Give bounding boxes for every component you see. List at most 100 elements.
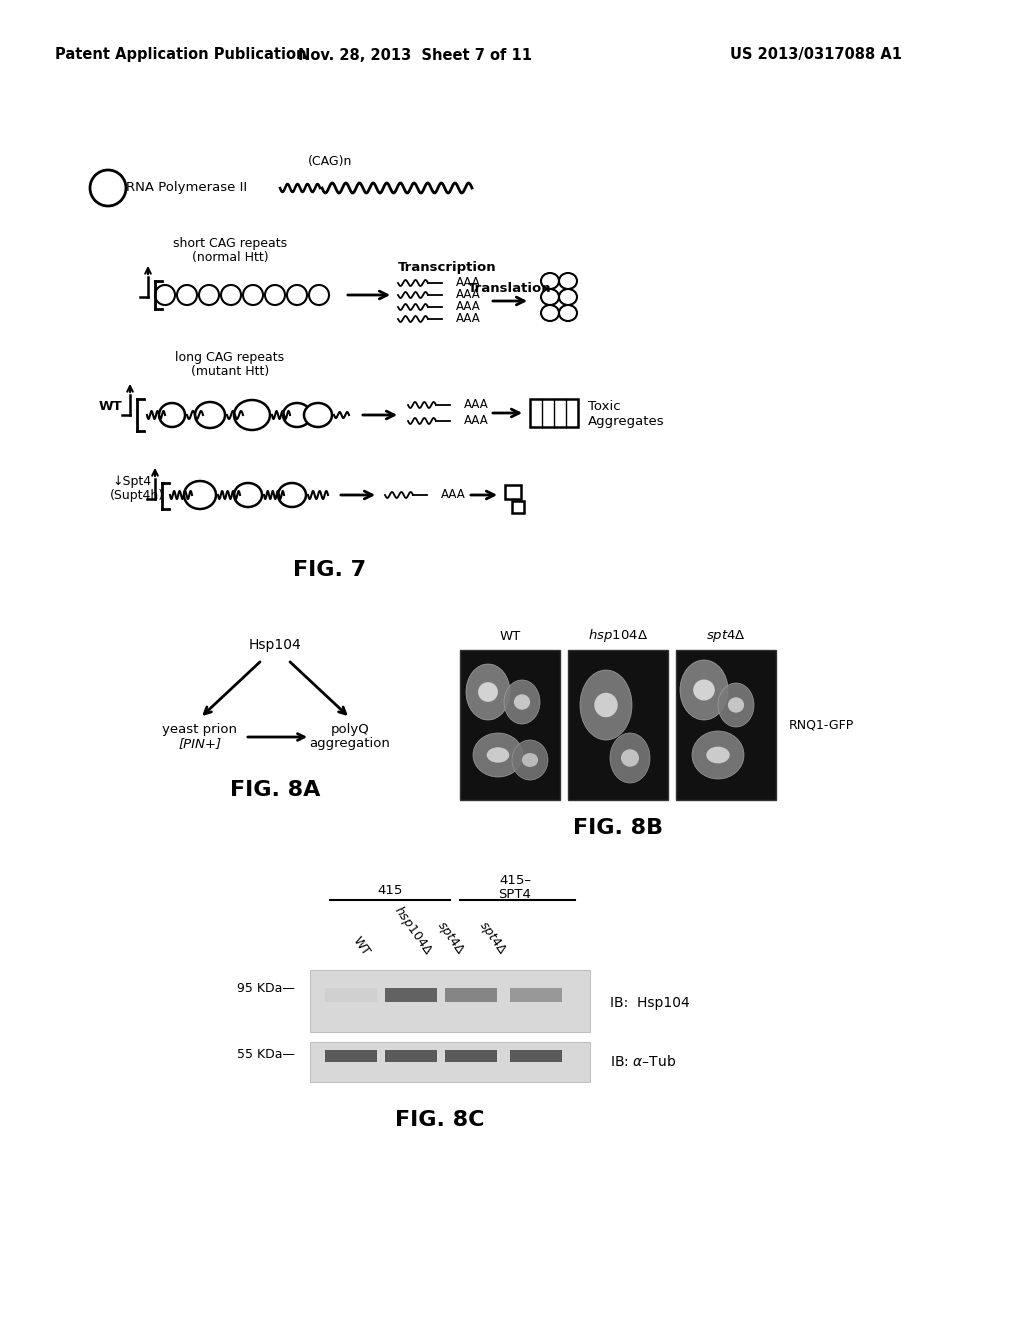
Text: AAA: AAA — [456, 289, 480, 301]
Bar — [325, 1049, 377, 1063]
Text: [PIN+]: [PIN+] — [178, 738, 221, 751]
Text: 95 KDa—: 95 KDa— — [238, 982, 295, 994]
Ellipse shape — [90, 170, 126, 206]
Bar — [510, 987, 562, 1002]
Text: $hsp104\Delta$: $hsp104\Delta$ — [390, 902, 436, 958]
Text: FIG. 7: FIG. 7 — [294, 560, 367, 579]
Text: FIG. 8A: FIG. 8A — [229, 780, 321, 800]
Bar — [512, 502, 524, 513]
Bar — [460, 649, 560, 800]
Ellipse shape — [478, 682, 498, 702]
Text: 415–: 415– — [499, 874, 531, 887]
Text: RNQ1-GFP: RNQ1-GFP — [790, 718, 854, 731]
Text: 55 KDa—: 55 KDa— — [237, 1048, 295, 1060]
Bar — [385, 987, 437, 1002]
Ellipse shape — [283, 403, 311, 426]
Ellipse shape — [559, 273, 577, 289]
Text: AAA: AAA — [464, 414, 488, 428]
Text: Transcription: Transcription — [398, 260, 497, 273]
Ellipse shape — [718, 682, 754, 727]
Ellipse shape — [541, 305, 559, 321]
Text: (Supt4h): (Supt4h) — [110, 488, 164, 502]
Ellipse shape — [486, 747, 509, 763]
Bar — [510, 1049, 562, 1063]
Ellipse shape — [466, 664, 510, 719]
Text: (mutant Htt): (mutant Htt) — [190, 364, 269, 378]
Ellipse shape — [541, 273, 559, 289]
Ellipse shape — [512, 741, 548, 780]
Text: WT: WT — [98, 400, 122, 413]
Bar — [445, 987, 497, 1002]
Ellipse shape — [504, 680, 540, 723]
Ellipse shape — [559, 305, 577, 321]
Text: AAA: AAA — [441, 488, 466, 502]
Ellipse shape — [304, 403, 332, 426]
Text: polyQ: polyQ — [331, 723, 370, 737]
Bar — [310, 1041, 590, 1082]
Text: AAA: AAA — [456, 276, 480, 289]
Ellipse shape — [221, 285, 241, 305]
Ellipse shape — [309, 285, 329, 305]
Text: short CAG repeats: short CAG repeats — [173, 236, 287, 249]
Ellipse shape — [184, 480, 216, 510]
Ellipse shape — [195, 403, 225, 428]
Ellipse shape — [199, 285, 219, 305]
Ellipse shape — [610, 733, 650, 783]
Text: WT: WT — [500, 630, 520, 643]
Ellipse shape — [265, 285, 285, 305]
Ellipse shape — [680, 660, 728, 719]
Text: FIG. 8C: FIG. 8C — [395, 1110, 484, 1130]
Ellipse shape — [692, 731, 744, 779]
Text: IB:  Hsp104: IB: Hsp104 — [610, 997, 690, 1010]
Ellipse shape — [594, 693, 617, 717]
Text: IB: $\alpha$–Tub: IB: $\alpha$–Tub — [610, 1055, 676, 1069]
Text: $spt4\Delta$: $spt4\Delta$ — [475, 917, 510, 958]
Ellipse shape — [522, 752, 538, 767]
Bar — [445, 1049, 497, 1063]
Text: $spt4\Delta$: $spt4\Delta$ — [707, 628, 745, 644]
Text: long CAG repeats: long CAG repeats — [175, 351, 285, 363]
Ellipse shape — [580, 671, 632, 741]
Ellipse shape — [243, 285, 263, 305]
Ellipse shape — [159, 403, 185, 426]
Text: AAA: AAA — [456, 313, 480, 326]
Text: Translation: Translation — [468, 281, 552, 294]
Text: RNA Polymerase II: RNA Polymerase II — [126, 181, 247, 194]
Bar — [385, 1049, 437, 1063]
Ellipse shape — [278, 483, 306, 507]
Ellipse shape — [155, 285, 175, 305]
Ellipse shape — [541, 289, 559, 305]
Ellipse shape — [473, 733, 523, 777]
Ellipse shape — [234, 483, 262, 507]
Text: (normal Htt): (normal Htt) — [191, 251, 268, 264]
Text: Nov. 28, 2013  Sheet 7 of 11: Nov. 28, 2013 Sheet 7 of 11 — [298, 48, 532, 62]
Text: FIG. 8B: FIG. 8B — [573, 818, 664, 838]
Text: 415: 415 — [377, 883, 402, 896]
Ellipse shape — [177, 285, 197, 305]
Bar — [530, 399, 578, 426]
Ellipse shape — [693, 680, 715, 701]
Bar — [325, 987, 377, 1002]
Text: aggregation: aggregation — [309, 738, 390, 751]
Bar — [676, 649, 776, 800]
Text: $hsp104\Delta$: $hsp104\Delta$ — [588, 627, 648, 644]
Ellipse shape — [621, 750, 639, 767]
Text: SPT4: SPT4 — [499, 887, 531, 900]
Text: Patent Application Publication: Patent Application Publication — [55, 48, 306, 62]
Ellipse shape — [707, 747, 730, 763]
Ellipse shape — [514, 694, 530, 710]
Text: yeast prion: yeast prion — [163, 723, 238, 737]
Text: US 2013/0317088 A1: US 2013/0317088 A1 — [730, 48, 902, 62]
Ellipse shape — [728, 697, 744, 713]
Ellipse shape — [287, 285, 307, 305]
Text: Toxic: Toxic — [588, 400, 621, 413]
Text: AAA: AAA — [464, 399, 488, 412]
Text: $spt4\Delta$: $spt4\Delta$ — [433, 917, 468, 958]
Text: ↓Spt4: ↓Spt4 — [112, 474, 152, 487]
Bar — [568, 649, 668, 800]
Bar — [505, 484, 521, 499]
Ellipse shape — [234, 400, 270, 430]
Text: WT: WT — [350, 935, 372, 958]
Text: Aggregates: Aggregates — [588, 414, 665, 428]
Text: Hsp104: Hsp104 — [249, 638, 301, 652]
